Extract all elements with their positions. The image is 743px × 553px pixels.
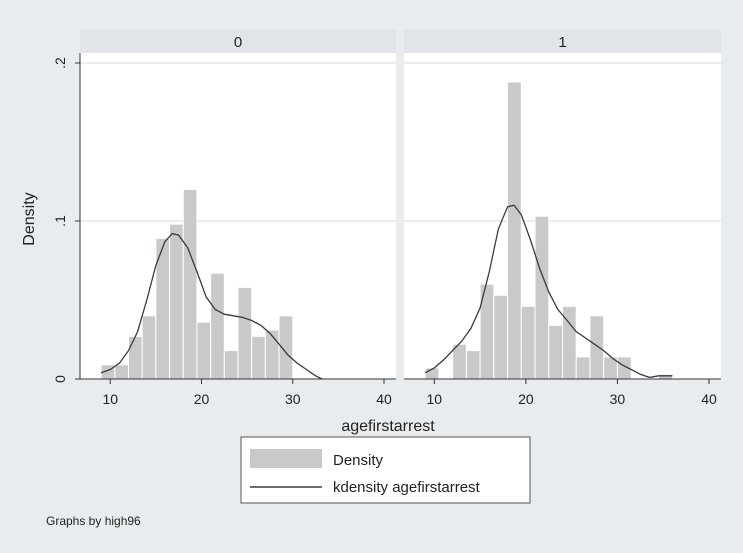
- legend-box: [240, 436, 531, 504]
- legend-density-label: Density: [333, 452, 384, 469]
- histogram-bar: [465, 350, 481, 380]
- histogram-bar: [575, 356, 591, 380]
- kdensity-line: [424, 204, 673, 379]
- panel-title: 1: [558, 34, 566, 51]
- histogram-bar: [520, 305, 536, 380]
- histogram-bar: [210, 272, 225, 380]
- legend-kdensity-label: kdensity agefirstarrest: [333, 479, 481, 496]
- x-tick-label: 10: [427, 391, 443, 407]
- histogram-bar: [237, 286, 253, 380]
- panel-strip: [404, 30, 721, 53]
- x-axis-title: agefirstarrest: [341, 418, 435, 435]
- x-tick-label: 10: [102, 391, 118, 407]
- histogram-bar: [264, 329, 280, 380]
- histogram-bar: [658, 373, 673, 380]
- y-tick-label: .1: [52, 215, 68, 227]
- histogram-bar: [196, 321, 212, 380]
- y-tick-label: .2: [52, 57, 68, 69]
- x-tick-label: 20: [518, 391, 534, 407]
- graph-note: Graphs by high96: [46, 514, 141, 528]
- histogram-bar: [251, 335, 266, 380]
- histogram-bar: [128, 335, 143, 380]
- panel-1: 1 10 20 30 40: [404, 30, 721, 407]
- histogram-bar: [169, 223, 184, 380]
- histogram-bar: [223, 350, 239, 380]
- histogram-bar: [493, 294, 509, 380]
- histogram-bar: [141, 315, 157, 380]
- x-tick-label: 40: [701, 391, 717, 407]
- y-tick-label: 0: [52, 375, 68, 383]
- x-tick-label: 30: [285, 391, 301, 407]
- histogram-bar: [507, 81, 522, 380]
- histogram-bar: [548, 324, 563, 380]
- histogram-bar: [452, 343, 467, 380]
- legend: Density kdensity agefirstarrest: [240, 436, 531, 504]
- panel-0: 0 10 20 30 40 0 .1 .2: [52, 30, 396, 407]
- panel-title: 0: [234, 34, 242, 51]
- histogram-bar: [182, 188, 198, 380]
- histogram-bar: [114, 364, 129, 380]
- panels-layer: 0 10 20 30 40 0 .1 .2 1 10 20 30 40: [52, 30, 721, 407]
- x-tick-label: 20: [194, 391, 210, 407]
- y-axis-title: Density: [21, 192, 38, 245]
- legend-density-swatch: [250, 449, 322, 468]
- x-tick-label: 40: [376, 391, 392, 407]
- histogram-bar: [534, 215, 550, 380]
- panel-strip: [80, 30, 396, 53]
- histogram-bar: [589, 315, 605, 380]
- x-tick-label: 30: [610, 391, 626, 407]
- kdensity-line: [100, 232, 323, 380]
